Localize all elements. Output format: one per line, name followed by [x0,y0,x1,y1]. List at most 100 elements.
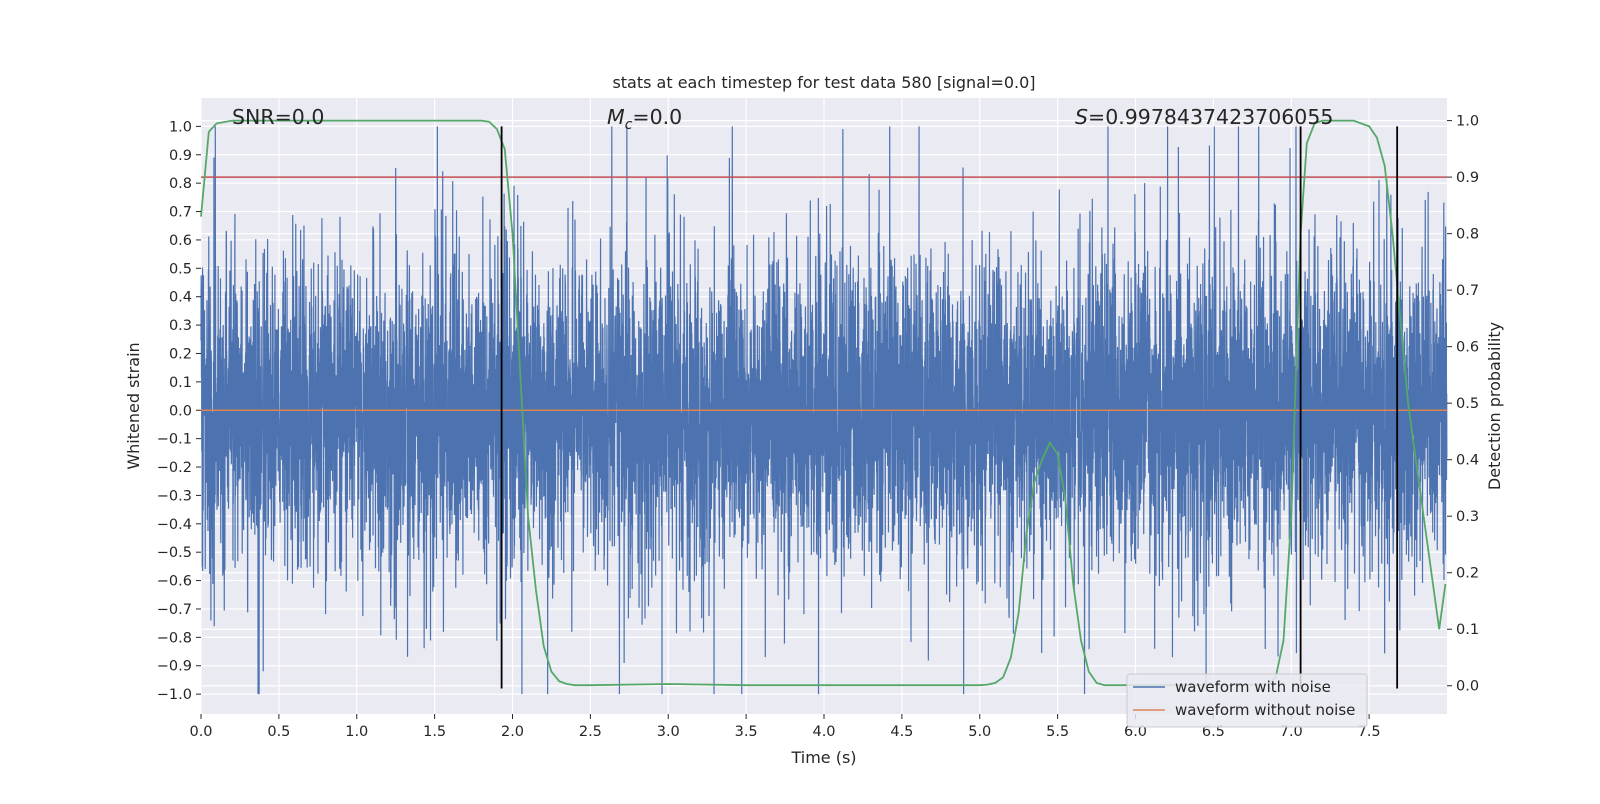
vertical-markers [500,126,1399,689]
y-tick-label-15: 0.5 [169,261,192,277]
y2-tick-label-1: 0.1 [1456,622,1479,638]
x-tick-label-13: 6.5 [1202,724,1225,740]
y-axis-label: Whitened strain [124,342,143,469]
y-tick-7: −0.3 [157,488,201,504]
y2-axis-ticks: 0.0 0.1 0.2 0.3 0.4 0.5 0.6 0.7 0.8 0.9 1.0 [1447,114,1479,695]
y2-tick-6: 0.6 [1447,340,1479,356]
y2-tick-3: 0.3 [1447,509,1479,525]
legend-box [1126,673,1368,728]
y-tick-2: −0.8 [157,630,201,646]
y2-tick-label-5: 0.5 [1456,396,1479,412]
y-tick-1: −0.9 [157,659,201,675]
y2-tick-4: 0.4 [1447,453,1479,469]
y2-tick-label-6: 0.6 [1456,340,1479,356]
y-tick-5: −0.5 [157,545,201,561]
x-tick-label-0: 0.0 [189,724,212,740]
y-tick-label-5: −0.5 [157,545,192,561]
x-tick-label-14: 7.0 [1280,724,1303,740]
y-tick-label-16: 0.6 [169,233,192,249]
x-axis-label: Time (s) [790,748,856,767]
y2-tick-label-0: 0.0 [1456,679,1479,695]
y2-tick-2: 0.2 [1447,566,1479,582]
series-waveform-with-noise [200,126,1448,695]
y2-tick-label-4: 0.4 [1456,453,1479,469]
y-tick-16: 0.6 [169,233,201,249]
x-tick-label-7: 3.5 [735,724,758,740]
x-tick-10: 5.0 [968,714,991,740]
y-tick-3: −0.7 [157,602,201,618]
x-tick-9: 4.5 [890,714,913,740]
y-tick-label-1: −0.9 [157,659,192,675]
legend-label-noise: waveform with noise [1175,678,1331,696]
y2-tick-9: 0.9 [1447,170,1479,186]
y-tick-label-10: 0.0 [169,403,192,419]
x-tick-label-1: 0.5 [267,724,290,740]
x-tick-label-3: 1.5 [423,724,446,740]
y2-tick-5: 0.5 [1447,396,1479,412]
y-tick-label-20: 1.0 [169,119,192,135]
y-tick-13: 0.3 [169,318,201,334]
y2-tick-label-8: 0.8 [1456,227,1479,243]
y2-tick-label-2: 0.2 [1456,566,1479,582]
chart-title: stats at each timestep for test data 580… [612,73,1035,92]
y-tick-label-19: 0.9 [169,148,192,164]
x-tick-8: 4.0 [812,714,836,740]
y2-tick-8: 0.8 [1447,227,1479,243]
y-tick-label-4: −0.6 [157,574,192,590]
y-tick-6: −0.4 [157,517,201,533]
y2-tick-label-9: 0.9 [1456,170,1479,186]
y-tick-9: −0.1 [157,432,201,448]
x-tick-label-4: 2.0 [501,724,524,740]
y-tick-18: 0.8 [169,176,201,192]
y-tick-19: 0.9 [169,148,201,164]
y-tick-label-18: 0.8 [169,176,192,192]
y2-axis-label: Detection probability [1485,322,1504,490]
x-tick-1: 0.5 [267,714,290,740]
y-tick-label-0: −1.0 [157,687,192,703]
x-tick-4: 2.0 [501,714,524,740]
y-tick-14: 0.4 [169,290,201,306]
y2-tick-label-7: 0.7 [1456,283,1479,299]
x-tick-label-15: 7.5 [1358,724,1381,740]
y2-tick-10: 1.0 [1447,114,1479,130]
y-tick-11: 0.1 [169,375,201,391]
x-tick-label-5: 2.5 [579,724,602,740]
x-tick-6: 3.0 [657,714,680,740]
y-tick-label-13: 0.3 [169,318,192,334]
y-tick-label-3: −0.7 [157,602,192,618]
legend-label-clean: waveform without noise [1175,701,1355,719]
x-tick-5: 2.5 [579,714,602,740]
y-tick-20: 1.0 [169,119,201,135]
series-detection-probability [200,119,1447,687]
y2-tick-label-3: 0.3 [1456,509,1479,525]
snr-annotation: SNR=0.0 [232,105,324,129]
y-tick-8: −0.2 [157,460,201,476]
y2-tick-7: 0.7 [1447,283,1479,299]
y-tick-label-14: 0.4 [169,290,192,306]
x-tick-15: 7.5 [1358,714,1381,740]
y-tick-label-2: −0.8 [157,630,192,646]
y-tick-label-7: −0.3 [157,488,192,504]
chirp-mass-annotation: Mc=0.0 [607,105,682,133]
y-tick-0: −1.0 [157,687,201,703]
score-annotation: S=0.9978437423706055 [1075,105,1333,129]
legend: waveform with noise waveform without noi… [1126,673,1368,728]
x-tick-0: 0.0 [189,714,213,740]
x-tick-7: 3.5 [735,714,758,740]
x-tick-label-10: 5.0 [968,724,991,740]
x-tick-label-12: 6.0 [1124,724,1147,740]
x-tick-label-8: 4.0 [812,724,835,740]
y2-tick-label-10: 1.0 [1456,114,1479,130]
y-tick-label-6: −0.4 [157,517,192,533]
y-tick-label-9: −0.1 [157,432,192,448]
x-tick-2: 1.0 [345,714,368,740]
x-tick-label-2: 1.0 [345,724,368,740]
y-tick-4: −0.6 [157,574,201,590]
y-tick-17: 0.7 [169,205,201,221]
y-tick-10: 0.0 [169,403,201,419]
y-axis-ticks: −1.0 −0.9 −0.8 −0.7 −0.6 −0.5 −0.4 −0.3 −0.2 −0.1… [157,119,201,703]
y2-tick-0: 0.0 [1447,679,1479,695]
y-tick-label-12: 0.2 [169,346,192,362]
